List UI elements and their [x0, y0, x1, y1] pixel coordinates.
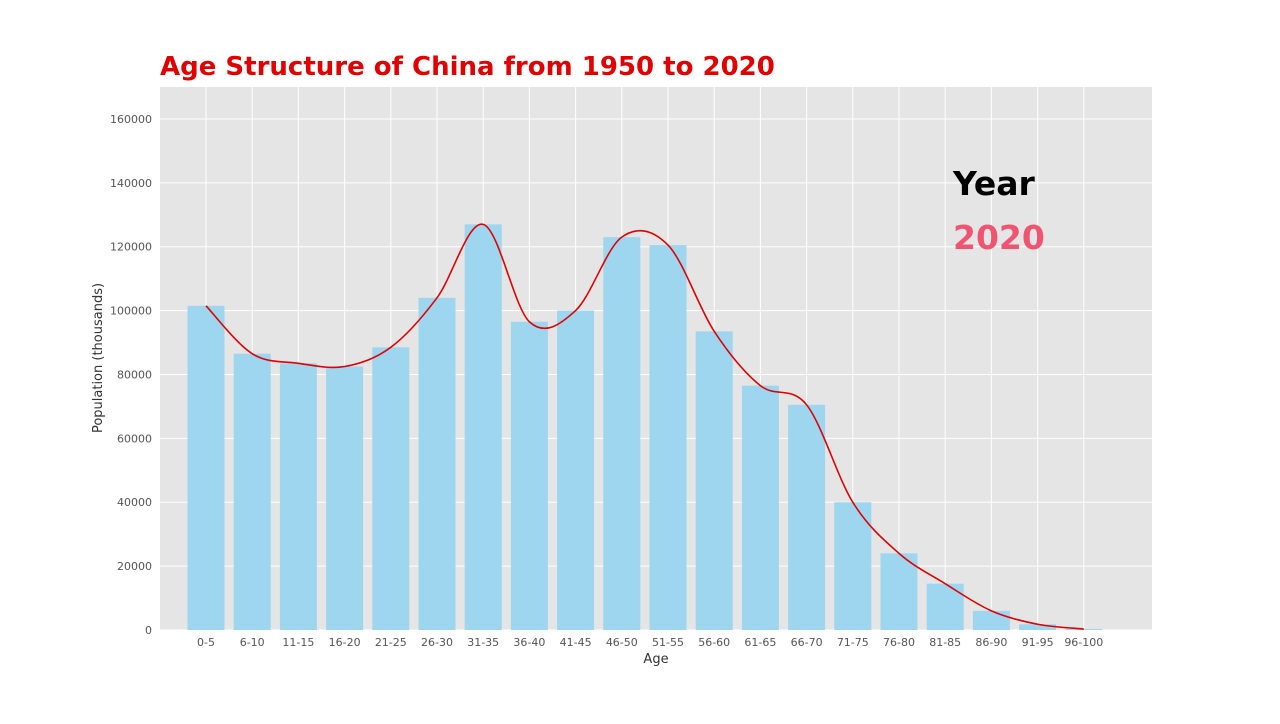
bar-36-40 [510, 321, 548, 630]
x-tick-label: 6-10 [240, 636, 265, 649]
y-tick-label: 160000 [110, 113, 152, 126]
bar-6-10 [233, 353, 271, 630]
bars [187, 224, 1103, 631]
bar-66-70 [788, 404, 826, 630]
bar-71-75 [834, 502, 872, 630]
bar-91-95 [1019, 624, 1057, 630]
x-tick-label: 46-50 [606, 636, 638, 649]
x-tick-label: 31-35 [467, 636, 499, 649]
x-tick-labels: 0-5 6-10 11-15 16-20 21-25 26-30 31-35 36-40 41-… [197, 636, 1103, 649]
y-tick-label: 40000 [117, 496, 152, 509]
bar-96-100 [1065, 629, 1103, 630]
x-tick-label: 86-90 [975, 636, 1007, 649]
x-tick-label: 21-25 [375, 636, 407, 649]
y-axis-title: Population (thousands) [91, 283, 106, 433]
x-tick-label: 61-65 [744, 636, 776, 649]
x-axis-title: Age [643, 652, 668, 667]
bar-16-20 [326, 366, 364, 630]
bar-11-15 [279, 363, 317, 630]
bar-81-85 [926, 583, 964, 630]
y-tick-label: 20000 [117, 560, 152, 573]
x-tick-label: 41-45 [560, 636, 592, 649]
x-tick-label: 91-95 [1022, 636, 1054, 649]
trend-line [205, 223, 1084, 630]
y-tick-label: 140000 [110, 177, 152, 190]
x-tick-label: 0-5 [197, 636, 215, 649]
y-tick-label: 0 [145, 624, 152, 637]
x-tick-label: 26-30 [421, 636, 453, 649]
bar-41-45 [557, 310, 595, 630]
bar-51-55 [649, 245, 687, 630]
bar-76-80 [880, 553, 918, 630]
x-tick-label: 66-70 [791, 636, 823, 649]
bar-21-25 [372, 347, 410, 630]
x-tick-label: 16-20 [329, 636, 361, 649]
y-tick-label: 120000 [110, 241, 152, 254]
x-tick-label: 81-85 [929, 636, 961, 649]
bar-56-60 [695, 331, 733, 630]
x-tick-label: 71-75 [837, 636, 869, 649]
bar-86-90 [972, 610, 1010, 630]
x-tick-label: 51-55 [652, 636, 684, 649]
y-tick-label: 60000 [117, 432, 152, 445]
trend-line-layer [205, 223, 1084, 630]
y-tick-label: 100000 [110, 305, 152, 318]
y-tick-labels: 0 20000 40000 60000 80000 100000 120000 140000 1… [110, 113, 152, 637]
x-tick-label: 56-60 [698, 636, 730, 649]
year-label: Year [952, 164, 1036, 203]
bar-31-35 [464, 224, 502, 631]
x-tick-label: 76-80 [883, 636, 915, 649]
y-tick-label: 80000 [117, 368, 152, 381]
bar-61-65 [741, 385, 779, 630]
x-tick-label: 36-40 [513, 636, 545, 649]
bar-0-5 [187, 305, 225, 630]
bar-26-30 [418, 297, 456, 630]
chart-title: Age Structure of China from 1950 to 2020 [160, 52, 775, 82]
year-value: 2020 [953, 218, 1045, 257]
x-tick-label: 96-100 [1064, 636, 1103, 649]
bar-46-50 [603, 237, 641, 630]
x-tick-label: 11-15 [282, 636, 314, 649]
